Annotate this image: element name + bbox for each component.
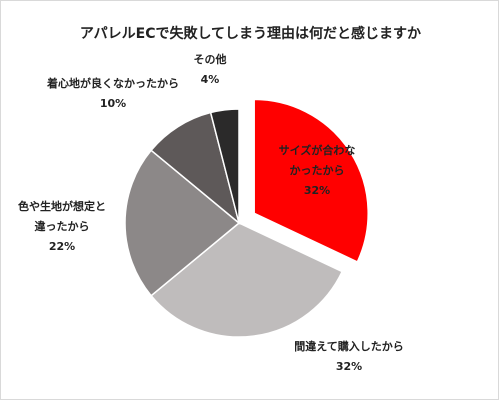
slice-label: サイズが合わなかったから 32% <box>279 143 356 197</box>
slice-label: その他 4% <box>194 52 227 86</box>
pie-slice <box>124 149 241 297</box>
slice-label: 着心地が良くなかったから 10% <box>46 76 179 110</box>
slice-label: 色や生地が想定と違ったから 22% <box>18 199 106 253</box>
slice-label: 間違えて購入したから 32% <box>294 339 403 373</box>
pie-slice <box>209 108 240 224</box>
chart-title: アパレルECで失敗してしまう理由は何だと感じますか <box>79 26 422 42</box>
pie-slice <box>150 222 344 338</box>
pie-slice <box>253 98 369 263</box>
